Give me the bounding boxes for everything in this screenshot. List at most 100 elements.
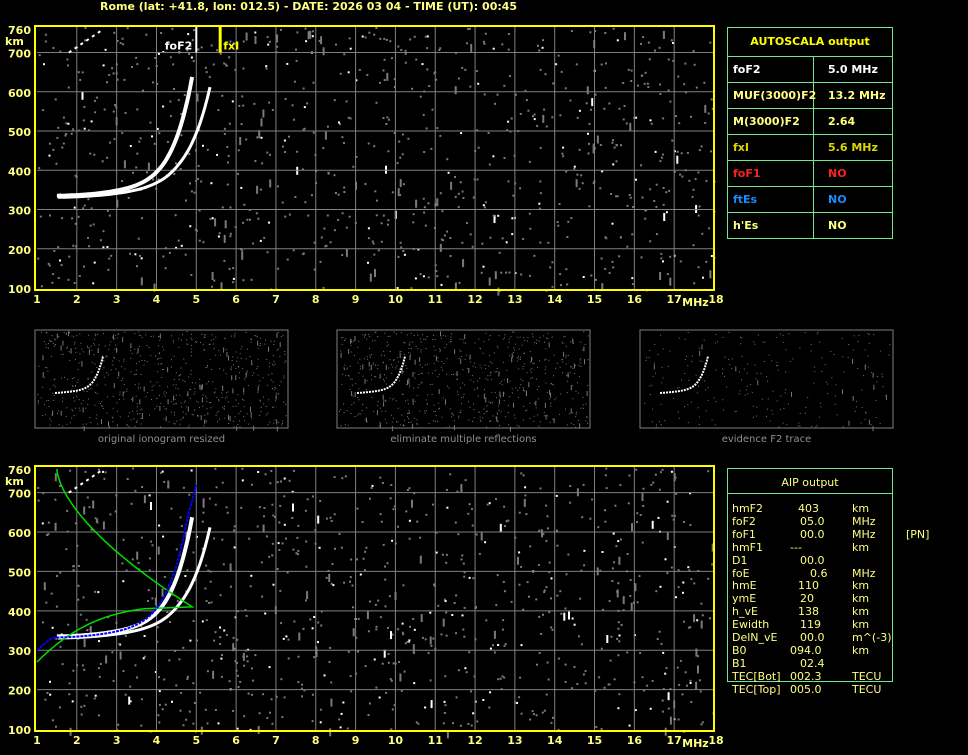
- thumbnail-noise: [240, 357, 242, 359]
- noise-dot: [339, 72, 342, 75]
- thumbnail-noise: [463, 396, 464, 398]
- thumbnail-noise: [110, 369, 112, 371]
- aip-key: hmF2: [732, 502, 764, 515]
- noise-dot: [147, 600, 149, 602]
- thumbnail-noise: [513, 331, 515, 333]
- noise-dot: [223, 62, 226, 65]
- thumbnail-noise: [257, 336, 258, 338]
- thumbnail-noise: [873, 334, 875, 336]
- noise-dot: [618, 640, 621, 643]
- thumbnail-noise: [400, 424, 402, 426]
- noise-dot: [143, 635, 146, 637]
- noise-dot: [435, 551, 438, 554]
- noise-dot: [202, 499, 205, 508]
- noise-dot: [508, 271, 511, 274]
- noise-dot: [358, 68, 361, 71]
- noise-dot: [221, 481, 224, 484]
- thumbnail-noise: [75, 385, 76, 387]
- thumbnail-noise: [157, 358, 159, 360]
- noise-dot: [444, 600, 447, 603]
- noise-dot: [58, 706, 61, 709]
- thumbnail-noise: [865, 411, 867, 413]
- thumbnail-noise: [217, 410, 219, 412]
- noise-dot: [352, 628, 355, 637]
- thumbnail-noise: [698, 347, 700, 349]
- thumbnail-noise: [45, 367, 47, 368]
- noise-dot: [256, 525, 259, 528]
- thumbnail-noise: [141, 337, 143, 339]
- thumbnail-noise: [229, 416, 231, 421]
- thumbnail-noise: [372, 411, 374, 412]
- noise-dot: [404, 49, 407, 52]
- noise-dot: [205, 564, 208, 567]
- thumbnail-noise: [817, 331, 819, 333]
- noise-dot: [75, 245, 78, 248]
- noise-dot: [539, 146, 542, 149]
- thumbnail-noise: [260, 411, 262, 412]
- thumbnail-noise: [40, 397, 42, 399]
- noise-dot: [375, 101, 378, 104]
- thumbnail-noise: [211, 334, 213, 336]
- noise-dot: [467, 722, 470, 725]
- plot-frame: [34, 465, 715, 732]
- thumbnail-noise: [216, 412, 218, 414]
- noise-dot: [249, 585, 252, 588]
- noise-dot: [228, 56, 231, 59]
- noise-dot: [557, 657, 560, 660]
- thumbnail-noise: [260, 400, 261, 402]
- noise-dot: [57, 126, 60, 129]
- noise-dot: [524, 89, 527, 92]
- noise-dot: [302, 87, 305, 90]
- thumbnail-noise: [66, 423, 68, 425]
- noise-dot: [669, 277, 672, 286]
- noise-dot: [584, 670, 587, 673]
- thumbnail-noise: [867, 355, 869, 357]
- noise-dot: [297, 655, 300, 658]
- thumbnail-noise: [66, 333, 67, 335]
- noise-dot: [559, 114, 562, 117]
- noise-dot: [384, 565, 386, 568]
- noise-dot: [214, 631, 217, 634]
- thumbnail-noise: [724, 356, 726, 358]
- noise-dot: [482, 265, 485, 268]
- thumbnail-noise: [814, 371, 816, 373]
- noise-dot: [492, 47, 495, 50]
- noise-dot: [84, 39, 87, 42]
- thumbnail-noise: [842, 356, 844, 358]
- noise-dot: [58, 485, 61, 487]
- thumbnail-noise: [397, 356, 399, 358]
- thumbnail-noise: [77, 379, 79, 381]
- thumbnail-noise: [848, 420, 850, 426]
- noise-dot: [550, 626, 553, 629]
- thumbnail-noise: [250, 338, 252, 340]
- thumbnail-noise: [54, 379, 56, 381]
- noise-dot: [237, 149, 240, 152]
- noise-dot: [347, 116, 350, 119]
- thumbnail-noise: [747, 393, 749, 395]
- thumbnail-noise: [346, 410, 348, 412]
- noise-dot: [559, 590, 562, 593]
- noise-dot: [620, 236, 622, 239]
- noise-dot: [542, 613, 544, 616]
- thumbnail-noise: [384, 374, 385, 376]
- noise-dot: [71, 217, 74, 220]
- thumbnail-noise: [517, 360, 519, 362]
- thumbnail-noise: [178, 346, 180, 348]
- thumbnail-noise: [681, 379, 682, 381]
- thumbnail-noise: [73, 415, 75, 417]
- noise-dot: [279, 504, 282, 507]
- thumbnail-noise: [218, 399, 219, 401]
- noise-dot: [237, 172, 239, 175]
- thumbnail-noise: [445, 335, 447, 337]
- thumbnail-noise: [734, 411, 736, 413]
- noise-dot: [67, 122, 70, 125]
- thumbnail-noise: [173, 422, 175, 424]
- thumbnail-noise: [483, 394, 485, 400]
- aip-value: 403: [798, 502, 819, 515]
- noise-dot: [158, 690, 161, 693]
- noise-dot: [641, 196, 644, 199]
- thumbnail-noise: [586, 415, 588, 417]
- thumbnail-noise: [465, 342, 467, 344]
- noise-dot: [454, 282, 457, 291]
- thumbnail-noise: [106, 412, 108, 414]
